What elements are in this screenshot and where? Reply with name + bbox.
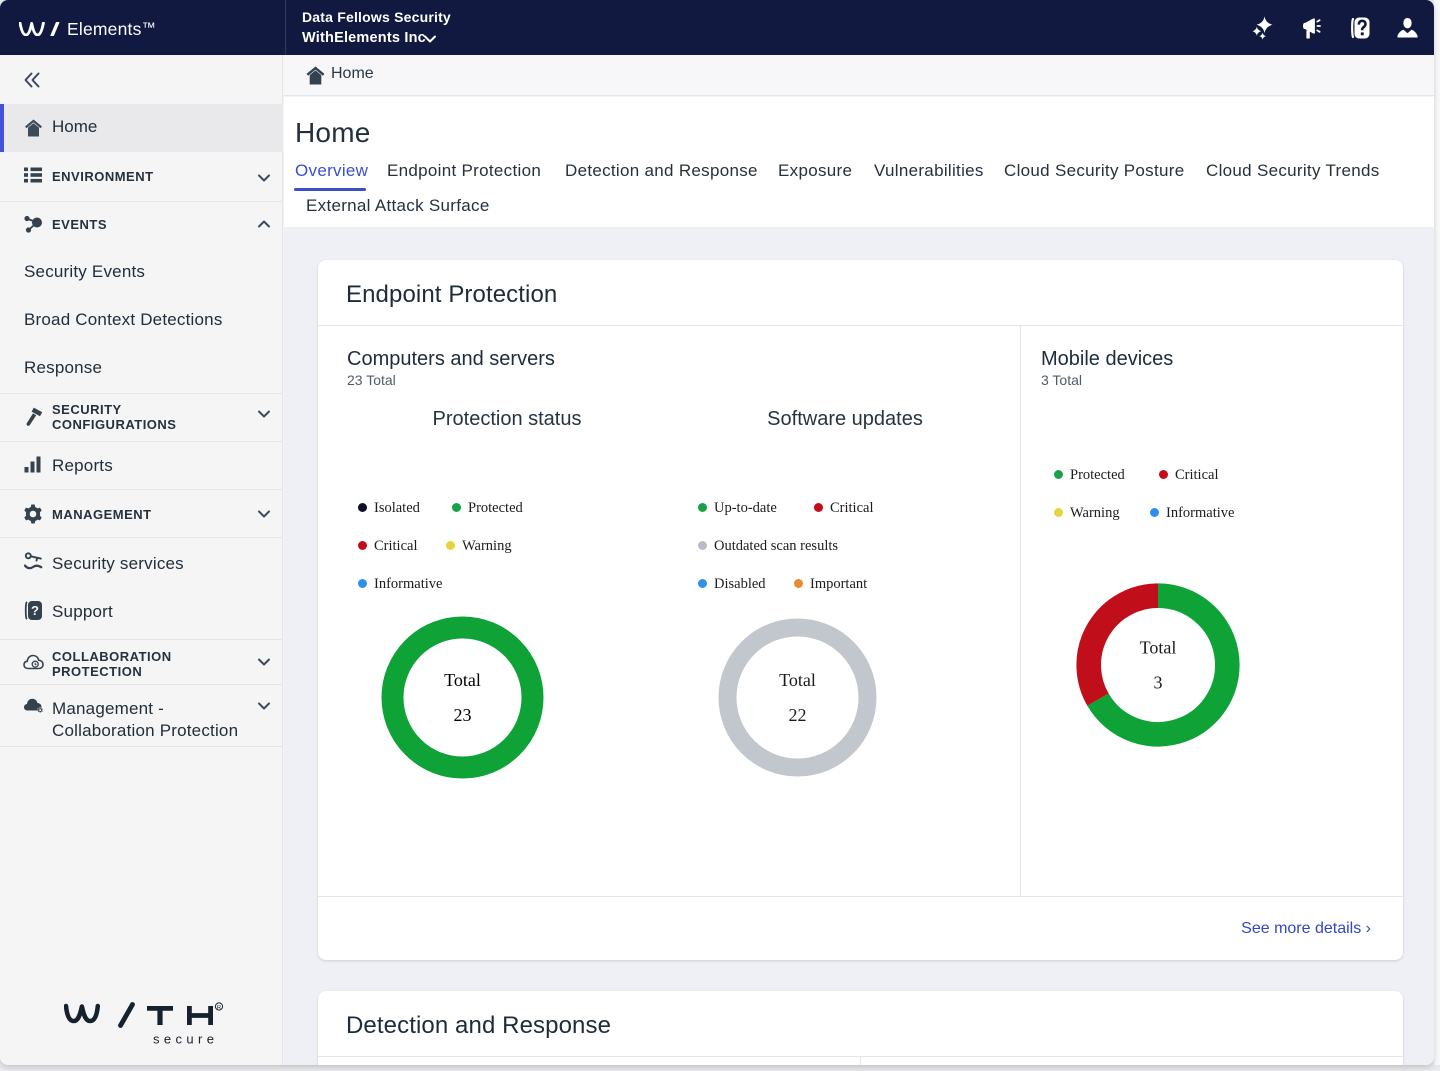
svg-text:22: 22 — [789, 705, 807, 725]
svg-text:23: 23 — [454, 705, 472, 725]
svg-text:Total: Total — [779, 670, 816, 690]
svg-text:R: R — [217, 1005, 221, 1011]
svg-text:Total: Total — [444, 670, 481, 690]
svg-text:?: ? — [31, 603, 39, 618]
svg-text:Total: Total — [1140, 638, 1177, 658]
svg-text:3: 3 — [1154, 673, 1163, 693]
svg-text:secure: secure — [153, 1032, 218, 1047]
